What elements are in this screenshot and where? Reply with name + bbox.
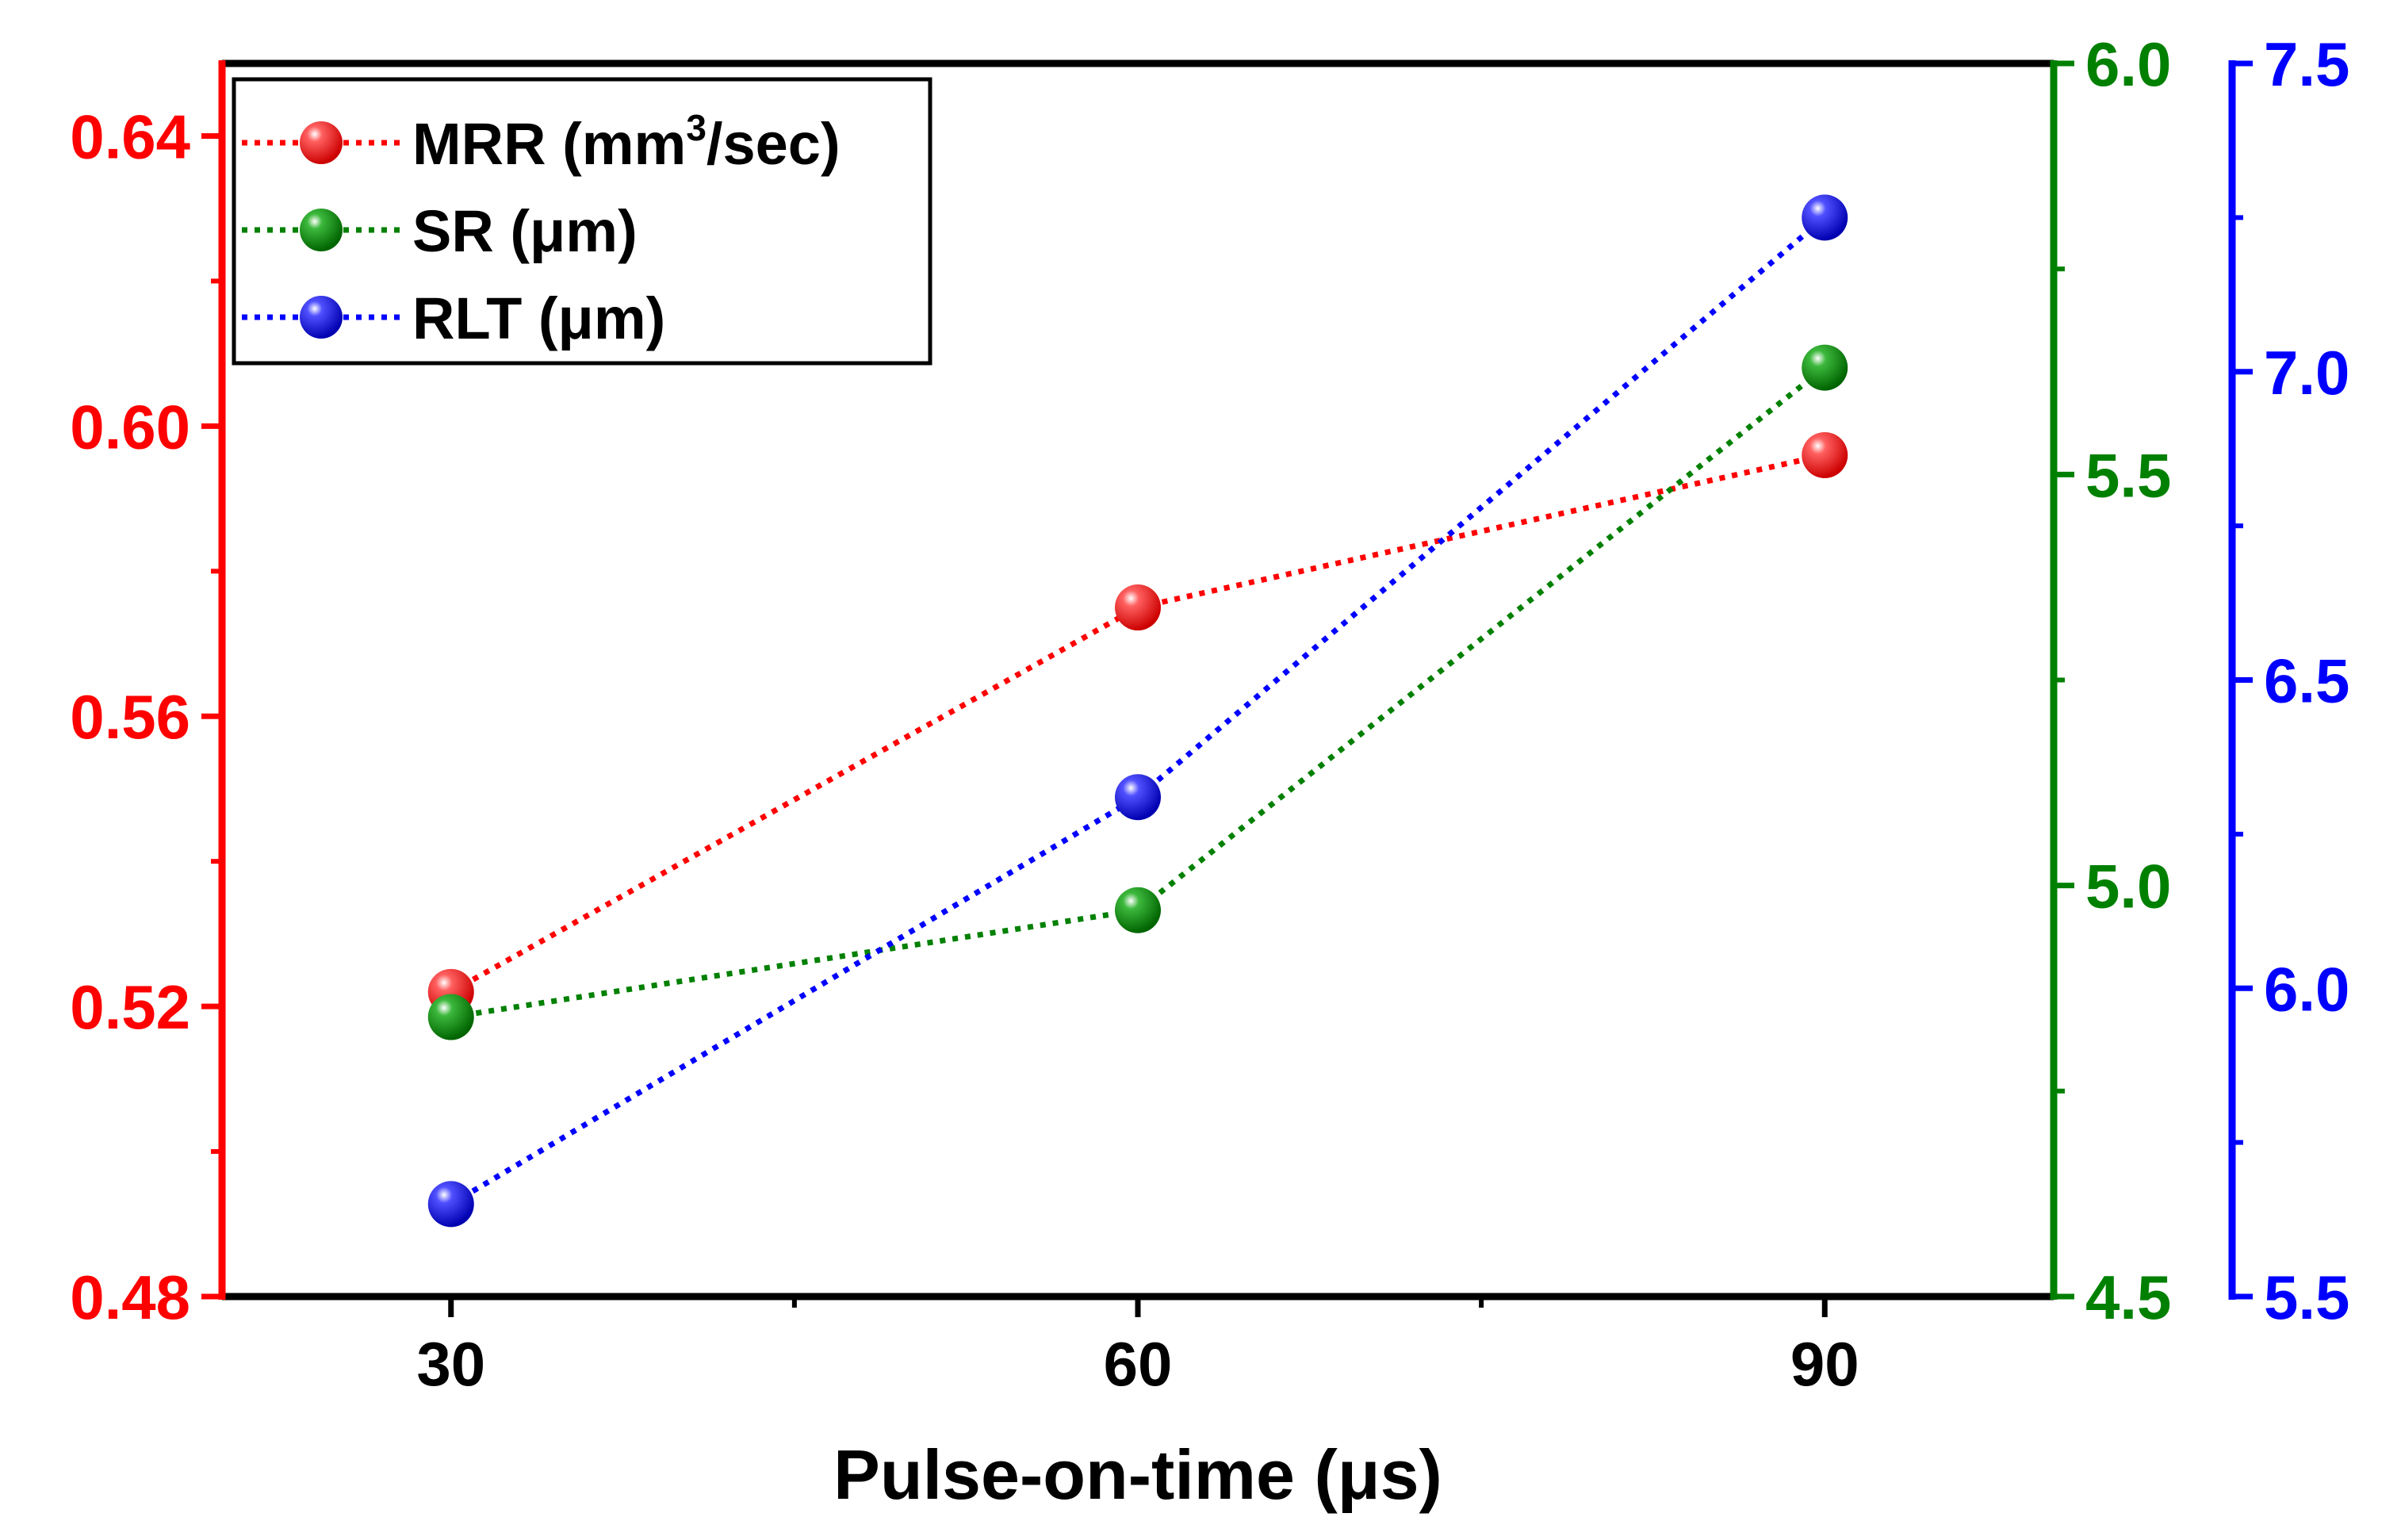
legend-box: [232, 77, 932, 366]
x-axis: 30 60 90: [416, 1297, 1859, 1399]
y-tick-label-rlt: 6.5: [2264, 646, 2349, 716]
right-y-axis-sr: 4.5 5.0 5.5 6.0: [2050, 29, 2171, 1332]
data-point-sr: [427, 994, 474, 1040]
x-tick-label: 90: [1790, 1329, 1859, 1399]
x-axis-title: Pulse-on-time (μs): [833, 1435, 1442, 1514]
series-line-rlt: [449, 215, 1827, 1207]
data-point-rlt: [1115, 774, 1161, 821]
right-y-axis-rlt: 5.5 6.0 6.5 7.0 7.5: [2228, 29, 2349, 1332]
x-tick-label: 30: [416, 1329, 485, 1399]
y-tick-label-mrr: 0.60: [70, 392, 190, 462]
data-point-sr: [1115, 887, 1161, 933]
y-tick-label-rlt: 7.5: [2264, 29, 2349, 99]
legend-marker-mrr: [300, 121, 343, 164]
legend-label-rlt: RLT (μm): [412, 285, 665, 351]
legend-item-mrr: MRR (mm3/sec): [242, 107, 841, 177]
y-tick-label-rlt: 6.0: [2264, 954, 2349, 1024]
series-line-sr: [450, 365, 1827, 1020]
y-tick-label-sr: 5.5: [2085, 440, 2171, 510]
y-tick-label-mrr: 0.52: [70, 972, 190, 1042]
y-tick-label-mrr: 0.64: [70, 102, 190, 171]
data-point-mrr: [1115, 584, 1161, 631]
y-tick-label-rlt: 7.0: [2264, 338, 2349, 408]
legend-label-sr: SR (μm): [412, 198, 638, 264]
data-point-rlt: [1802, 194, 1848, 241]
legend-marker-sr: [300, 209, 343, 251]
y-tick-label-sr: 4.5: [2085, 1262, 2171, 1332]
y-tick-label-sr: 6.0: [2085, 29, 2171, 99]
legend: MRR (mm3/sec) SR (μm) RLT (μm): [232, 77, 932, 366]
data-point-rlt: [427, 1181, 474, 1228]
legend-item-sr: SR (μm): [242, 198, 638, 264]
series-layer: [427, 194, 1848, 1228]
y-tick-label-sr: 5.0: [2085, 852, 2171, 921]
legend-item-rlt: RLT (μm): [242, 285, 665, 351]
y-tick-label-mrr: 0.56: [70, 682, 190, 752]
left-y-axis-mrr: 0.48 0.52 0.56 0.60 0.64: [70, 60, 226, 1332]
data-point-sr: [1802, 344, 1848, 391]
x-tick-label: 60: [1104, 1329, 1173, 1399]
y-tick-label-mrr: 0.48: [70, 1262, 190, 1332]
y-tick-label-rlt: 5.5: [2264, 1262, 2349, 1332]
data-point-mrr: [1802, 431, 1848, 478]
legend-marker-rlt: [300, 296, 343, 339]
legend-label-mrr: MRR (mm3/sec): [412, 107, 841, 177]
